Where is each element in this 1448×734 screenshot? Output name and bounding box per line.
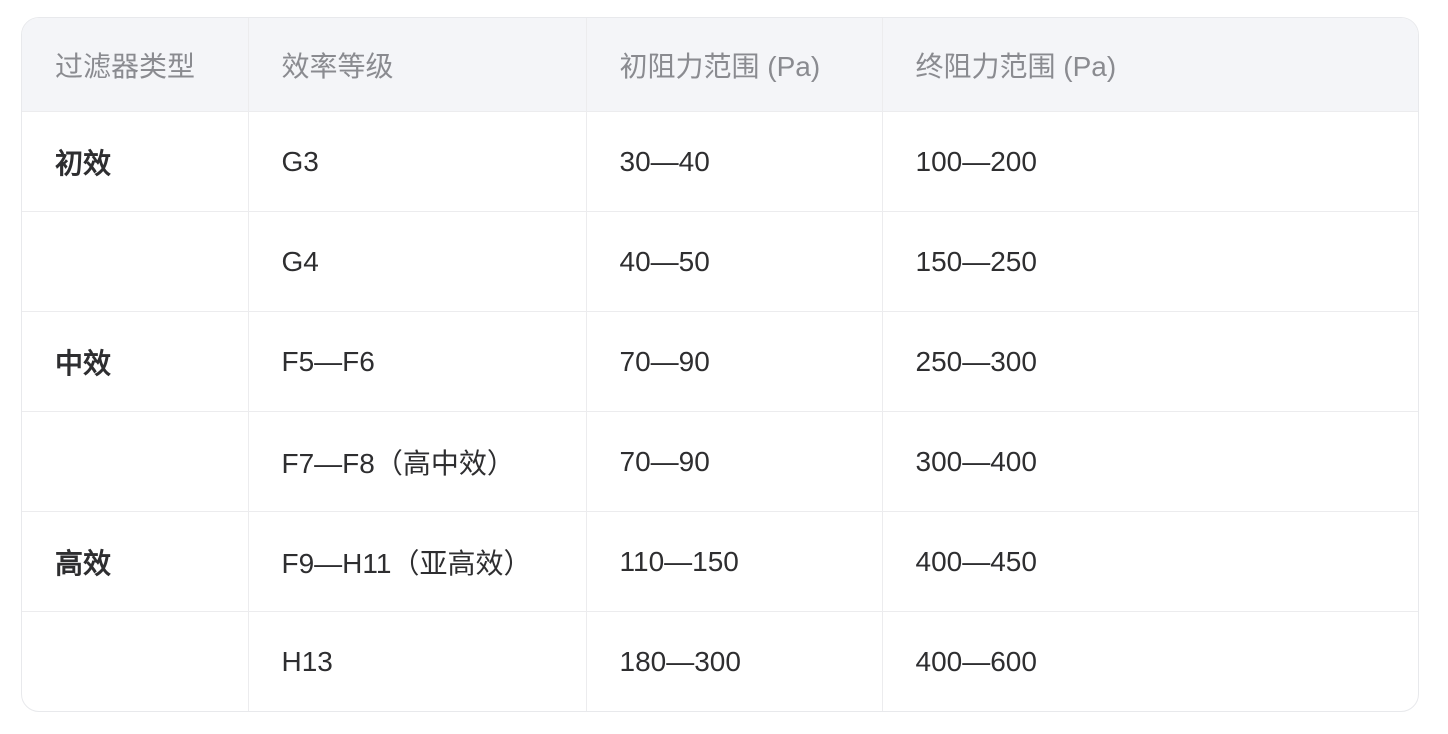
cell-efficiency-grade: H13 xyxy=(248,611,587,711)
cell-initial-resistance: 110—150 xyxy=(586,511,883,612)
cell-final-resistance: 150—250 xyxy=(882,211,1418,312)
filter-resistance-table: 过滤器类型 效率等级 初阻力范围 (Pa) 终阻力范围 (Pa) 初效 G3 30—… xyxy=(22,18,1418,711)
header-filter-type: 过滤器类型 xyxy=(22,18,249,112)
header-efficiency-grade: 效率等级 xyxy=(248,18,587,112)
header-initial-resistance: 初阻力范围 (Pa) xyxy=(586,18,883,112)
cell-filter-type: 中效 xyxy=(22,311,249,412)
table-row: H13 180—300 400—600 xyxy=(22,611,1418,711)
cell-efficiency-grade: F9—H11（亚高效） xyxy=(248,511,587,612)
cell-initial-resistance: 180—300 xyxy=(586,611,883,711)
cell-filter-type xyxy=(22,611,249,711)
filter-table-container: 过滤器类型 效率等级 初阻力范围 (Pa) 终阻力范围 (Pa) 初效 G3 30—… xyxy=(21,17,1419,712)
cell-final-resistance: 100—200 xyxy=(882,111,1418,212)
cell-initial-resistance: 40—50 xyxy=(586,211,883,312)
cell-efficiency-grade: G3 xyxy=(248,111,587,212)
cell-final-resistance: 250—300 xyxy=(882,311,1418,412)
table-row: 初效 G3 30—40 100—200 xyxy=(22,111,1418,212)
cell-filter-type: 高效 xyxy=(22,511,249,612)
cell-efficiency-grade: F5—F6 xyxy=(248,311,587,412)
cell-final-resistance: 400—600 xyxy=(915,645,1037,677)
table-row: 高效 F9—H11（亚高效） 110—150 400—450 xyxy=(22,511,1418,612)
cell-initial-resistance: 30—40 xyxy=(586,111,883,212)
cell-filter-type xyxy=(22,411,249,512)
cell-filter-type xyxy=(22,211,249,312)
header-final-resistance: 终阻力范围 (Pa) xyxy=(882,18,1418,112)
cell-efficiency-grade: F7—F8（高中效） xyxy=(248,411,587,512)
cell-initial-resistance: 70—90 xyxy=(586,411,883,512)
table-row: G4 40—50 150—250 xyxy=(22,211,1418,312)
cell-final-resistance: 400—450 xyxy=(882,511,1418,612)
table-header-row: 过滤器类型 效率等级 初阻力范围 (Pa) 终阻力范围 (Pa) xyxy=(22,18,1418,112)
cell-filter-type: 初效 xyxy=(22,111,249,212)
table-row: F7—F8（高中效） 70—90 300—400 xyxy=(22,411,1418,512)
cell-final-resistance: 300—400 xyxy=(882,411,1418,512)
cell-efficiency-grade: G4 xyxy=(248,211,587,312)
cell-initial-resistance: 70—90 xyxy=(586,311,883,412)
table-row: 中效 F5—F6 70—90 250—300 xyxy=(22,311,1418,412)
